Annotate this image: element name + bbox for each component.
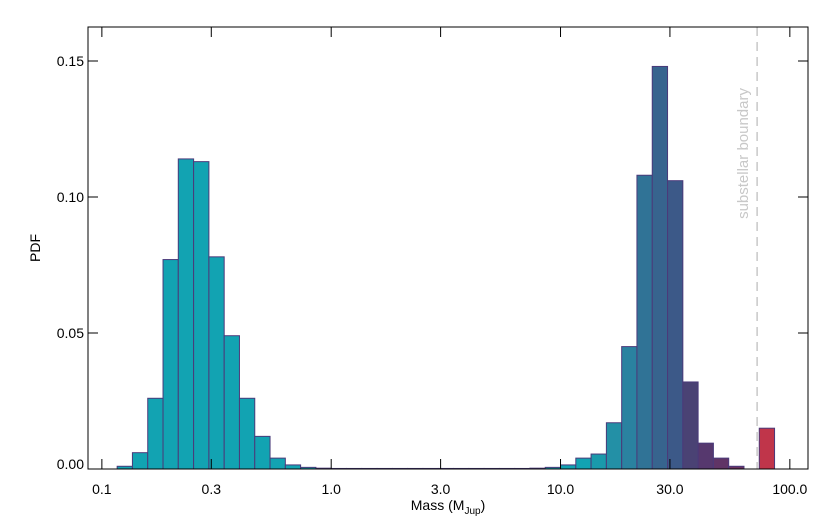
boundary-label: substellar boundary xyxy=(735,88,752,219)
y-tick-label: 0.15 xyxy=(57,53,84,69)
x-tick-label: 3.0 xyxy=(431,481,451,497)
x-tick-label: 1.0 xyxy=(321,481,341,497)
bar xyxy=(712,457,730,470)
bar xyxy=(590,453,607,470)
bar xyxy=(177,158,195,470)
y-axis-label: PDF xyxy=(27,234,43,262)
bar xyxy=(269,457,286,470)
bar xyxy=(651,65,669,470)
x-label-main: Mass (M xyxy=(411,497,465,513)
plot-frame xyxy=(87,26,809,470)
bar xyxy=(682,381,699,470)
y-tick-label: 0.05 xyxy=(57,325,84,341)
bar xyxy=(575,457,592,470)
bar xyxy=(605,422,623,470)
x-tick-label: 0.3 xyxy=(202,481,222,497)
bar xyxy=(697,442,714,470)
bar xyxy=(147,397,164,470)
bar xyxy=(223,335,240,470)
bar xyxy=(131,452,149,470)
bar xyxy=(193,161,210,470)
x-tick-label: 0.1 xyxy=(92,481,112,497)
bar xyxy=(667,180,684,470)
bar xyxy=(284,464,302,470)
x-tick-label: 100.0 xyxy=(772,481,807,497)
bar xyxy=(758,427,776,470)
bar xyxy=(238,397,256,470)
bar xyxy=(254,435,271,470)
x-axis-label: Mass (MJup) xyxy=(411,497,485,517)
x-label-sub: Jup xyxy=(464,506,481,517)
x-tick-label: 10.0 xyxy=(547,481,574,497)
bar xyxy=(208,256,225,470)
y-tick-label: 0.10 xyxy=(57,189,84,205)
bar xyxy=(162,259,179,470)
bar xyxy=(621,346,638,470)
x-tick-label: 30.0 xyxy=(656,481,683,497)
bar xyxy=(560,464,577,470)
bar xyxy=(636,174,653,470)
x-label-end: ) xyxy=(481,497,486,513)
y-tick-label: 0.00 xyxy=(57,456,84,472)
